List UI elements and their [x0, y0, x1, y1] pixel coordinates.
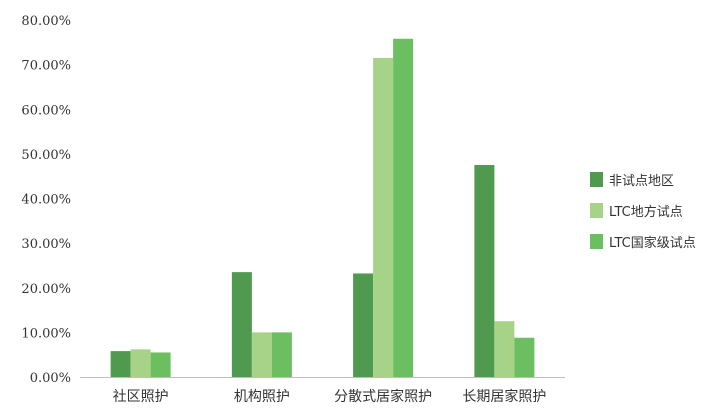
- y-tick-label: 80.00%: [21, 14, 71, 29]
- y-tick-label: 70.00%: [21, 59, 71, 74]
- bar: [514, 337, 535, 377]
- y-tick-label: 20.00%: [21, 282, 71, 297]
- legend-label: 非试点地区: [609, 174, 674, 189]
- y-tick-label: 40.00%: [21, 193, 71, 208]
- y-tick-label: 30.00%: [21, 237, 71, 252]
- bar: [150, 352, 171, 377]
- legend-label: LTC国家级试点: [609, 235, 696, 251]
- bars: [110, 38, 535, 378]
- x-tick-label: 分散式居家照护: [334, 388, 432, 405]
- x-tick-label: 社区照护: [113, 389, 169, 405]
- x-axis: 社区照护 机构照护 分散式居家照护 长期居家照护: [80, 377, 565, 405]
- bar: [130, 349, 151, 377]
- bar: [271, 332, 292, 377]
- bar: [373, 57, 394, 378]
- bar: [110, 351, 131, 377]
- bar: [393, 38, 414, 378]
- x-tick-label: 机构照护: [234, 389, 290, 405]
- y-tick-label: 0.00%: [30, 371, 71, 386]
- bar: [353, 273, 374, 377]
- legend-swatch: [590, 172, 603, 187]
- bar: [474, 165, 495, 377]
- legend-label: LTC地方试点: [609, 204, 683, 220]
- y-tick-label: 10.00%: [21, 326, 71, 341]
- y-tick-label: 50.00%: [21, 148, 71, 163]
- bar: [494, 321, 515, 377]
- legend: 非试点地区 LTC地方试点 LTC国家级试点: [590, 172, 696, 251]
- legend-swatch: [590, 203, 603, 218]
- x-tick-label: 长期居家照护: [462, 388, 546, 405]
- legend-swatch: [590, 234, 603, 249]
- y-tick-label: 60.00%: [21, 103, 71, 118]
- bar: [231, 272, 252, 377]
- y-axis: 0.00% 10.00% 20.00% 30.00% 40.00% 50.00% 60.00…: [21, 14, 71, 386]
- bar: [251, 332, 272, 377]
